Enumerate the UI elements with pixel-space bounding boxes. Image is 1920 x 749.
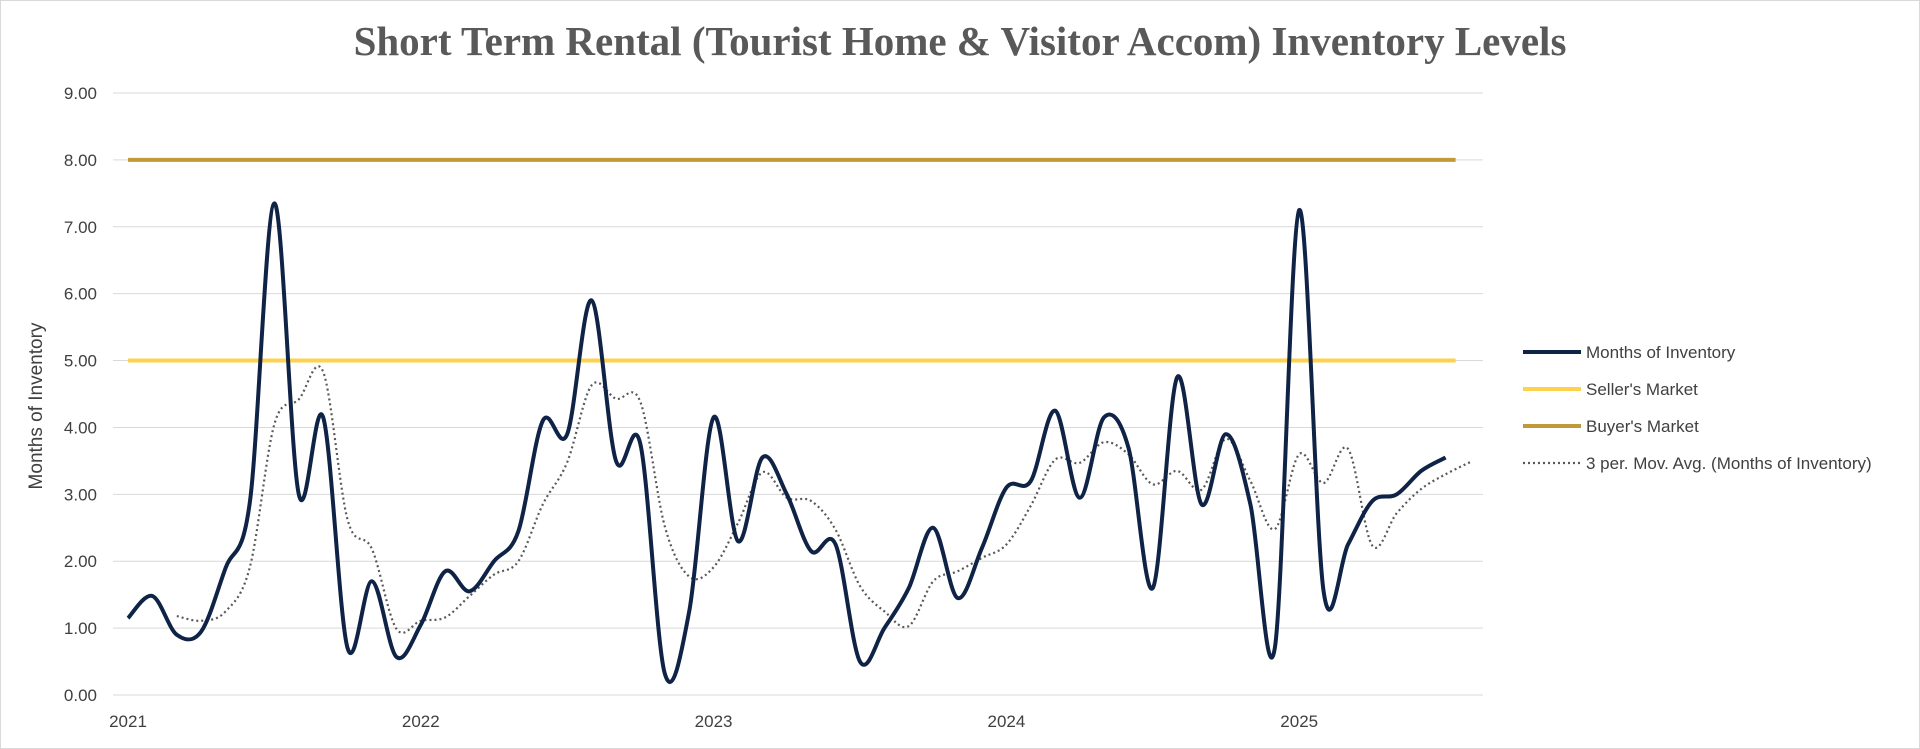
legend-label: Months of Inventory (1586, 343, 1736, 362)
y-axis-ticks: 0.00 1.00 2.00 3.00 4.00 5.00 6.00 7.00 8.00 9.00 (64, 84, 97, 705)
x-tick-label: 2024 (987, 712, 1025, 731)
legend-item-sellers-market: Seller's Market (1523, 380, 1698, 399)
x-axis-ticks: 2021 2022 2023 2024 2025 (109, 712, 1318, 731)
y-tick-label: 3.00 (64, 485, 97, 504)
y-tick-label: 0.00 (64, 686, 97, 705)
legend: Months of Inventory Seller's Market Buyer'… (1523, 343, 1872, 473)
x-tick-label: 2023 (695, 712, 733, 731)
legend-label: Seller's Market (1586, 380, 1698, 399)
y-tick-label: 7.00 (64, 218, 97, 237)
legend-item-moving-average: 3 per. Mov. Avg. (Months of Inventory) (1523, 454, 1872, 473)
legend-item-months-of-inventory: Months of Inventory (1523, 343, 1736, 362)
y-tick-label: 6.00 (64, 285, 97, 304)
y-tick-label: 9.00 (64, 84, 97, 103)
months-of-inventory-line (126, 201, 1447, 684)
y-tick-label: 8.00 (64, 151, 97, 170)
x-tick-label: 2025 (1280, 712, 1318, 731)
y-tick-label: 1.00 (64, 619, 97, 638)
y-axis-title: Months of Inventory (26, 322, 47, 489)
legend-label: 3 per. Mov. Avg. (Months of Inventory) (1586, 454, 1872, 473)
legend-item-buyers-market: Buyer's Market (1523, 417, 1699, 436)
moving-average-line (176, 365, 1471, 634)
y-tick-label: 5.00 (64, 352, 97, 371)
x-tick-label: 2022 (402, 712, 440, 731)
series-lines (126, 157, 1471, 684)
y-tick-label: 4.00 (64, 418, 97, 437)
y-tick-label: 2.00 (64, 552, 97, 571)
x-tick-label: 2021 (109, 712, 147, 731)
legend-label: Buyer's Market (1586, 417, 1699, 436)
chart-title: Short Term Rental (Tourist Home & Visito… (354, 18, 1567, 64)
